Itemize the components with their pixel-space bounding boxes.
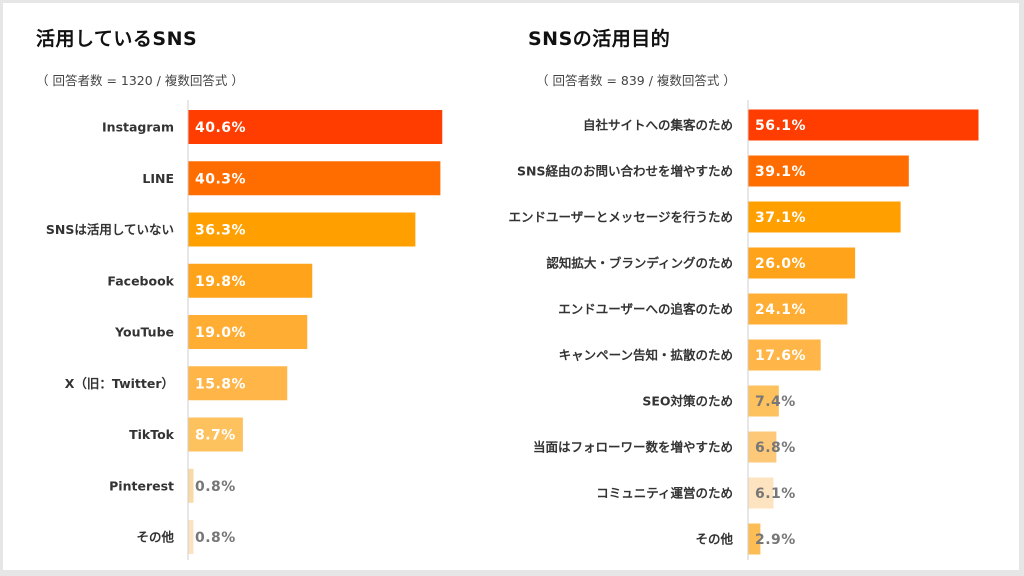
bar <box>748 109 979 141</box>
category-label: YouTube <box>114 325 174 340</box>
value-label: 26.0% <box>755 256 806 272</box>
category-label: キャンペーン告知・拡散のため <box>559 348 733 363</box>
right-chart-title: SNSの活用目的 <box>528 28 671 50</box>
value-label: 7.4% <box>755 394 796 410</box>
value-label: 8.7% <box>195 428 236 444</box>
category-label: 自社サイトへの集客のため <box>583 118 733 133</box>
value-label: 0.8% <box>195 530 236 546</box>
bar <box>188 315 308 349</box>
category-label: その他 <box>695 532 733 547</box>
value-label: 37.1% <box>755 210 806 226</box>
left-bar-chart: Instagram 40.6% LINE 40.3% SNSは活用していない 36.3% F… <box>46 100 443 560</box>
value-label: 40.6% <box>195 120 246 136</box>
bar <box>188 161 441 196</box>
category-label: LINE <box>142 171 174 186</box>
category-label: 当面はフォローワー数を増やすため <box>533 440 733 455</box>
value-label: 40.3% <box>195 171 246 187</box>
right-bar-chart: 自社サイトへの集客のため 56.1% SNS経由のお問い合わせを増やすため 39.1%… <box>508 100 979 560</box>
bar <box>188 263 313 298</box>
value-label: 2.9% <box>755 532 796 548</box>
bar <box>748 293 848 325</box>
value-label: 6.8% <box>755 440 796 456</box>
value-label: 19.0% <box>195 325 246 341</box>
bar <box>748 431 777 463</box>
category-label: TikTok <box>129 427 175 442</box>
value-label: 36.3% <box>195 223 246 239</box>
category-label: 認知拡大・ブランディングのため <box>546 256 733 271</box>
bar <box>748 339 821 371</box>
value-label: 17.6% <box>755 348 806 364</box>
bar <box>188 366 288 401</box>
bar <box>748 477 774 509</box>
category-label: SNS経由のお問い合わせを増やすため <box>517 164 733 179</box>
value-label: 0.8% <box>195 479 236 495</box>
category-label: SEO対策のため <box>642 394 733 409</box>
category-label: Instagram <box>102 120 174 135</box>
category-label: エンドユーザーとメッセージを行うため <box>508 210 733 225</box>
bar <box>748 523 761 555</box>
left-chart-subtitle: （ 回答者数 = 1320 / 複数回答式 ） <box>36 73 244 88</box>
category-label: その他 <box>136 530 174 545</box>
category-label: Facebook <box>107 273 174 288</box>
value-label: 6.1% <box>755 486 796 502</box>
category-label: X（旧：Twitter） <box>65 376 174 391</box>
chart-frame <box>3 3 1019 570</box>
left-chart-title: 活用しているSNS <box>36 28 198 50</box>
bar <box>188 520 194 554</box>
bar <box>748 201 901 233</box>
category-label: Pinterest <box>109 478 174 493</box>
bar <box>188 110 443 144</box>
value-label: 24.1% <box>755 302 806 318</box>
value-label: 39.1% <box>755 164 806 180</box>
value-label: 15.8% <box>195 376 246 392</box>
bar <box>748 247 856 279</box>
value-label: 19.8% <box>195 274 246 290</box>
bar <box>188 212 416 247</box>
bar <box>748 385 779 417</box>
right-chart-subtitle: （ 回答者数 = 839 / 複数回答式 ） <box>536 73 736 88</box>
category-label: コミュニティ運営のため <box>596 486 733 501</box>
category-label: エンドユーザーへの追客のため <box>558 302 733 317</box>
bar <box>188 468 194 503</box>
value-label: 56.1% <box>755 118 806 134</box>
category-label: SNSは活用していない <box>46 222 174 237</box>
bar <box>188 417 243 452</box>
bar <box>748 155 909 187</box>
